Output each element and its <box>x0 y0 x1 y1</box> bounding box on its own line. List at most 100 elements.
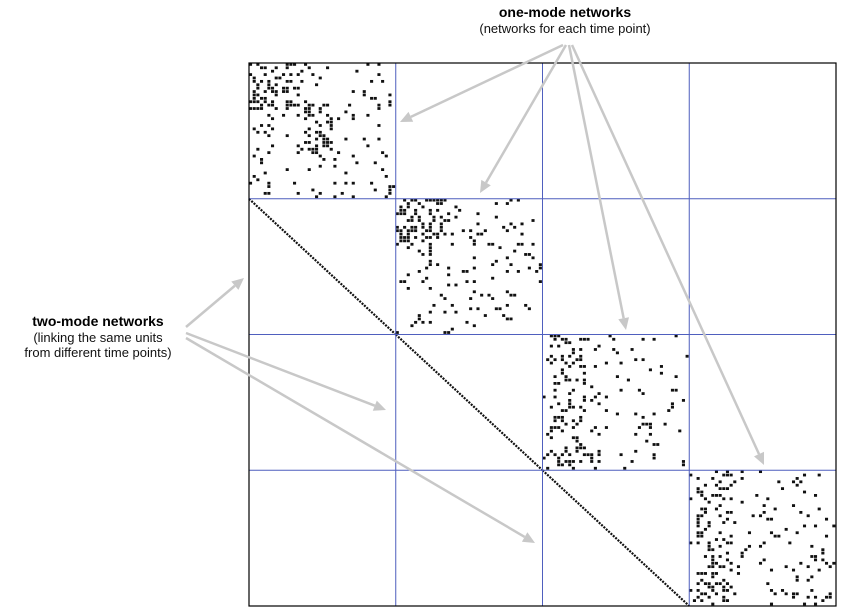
tie-cell <box>586 453 590 457</box>
tie-cell <box>274 107 278 110</box>
tie-cell <box>553 334 557 338</box>
tie-cell <box>252 100 256 104</box>
tie-cell <box>758 561 763 565</box>
tie-cell <box>395 331 399 334</box>
tie-cell <box>465 270 469 273</box>
tie-cell <box>344 137 348 141</box>
tie-cell <box>663 422 667 426</box>
tie-cell <box>733 521 737 524</box>
tie-cell <box>326 66 330 70</box>
tie-cell <box>285 66 289 70</box>
tie-cell <box>315 137 319 141</box>
tie-cell <box>271 127 275 131</box>
tie-cell <box>674 375 678 379</box>
tie-cell <box>469 297 473 300</box>
tie-cell <box>476 222 480 226</box>
tie-cell <box>799 561 803 565</box>
tie-cell <box>494 202 498 205</box>
tie-cell <box>252 174 256 178</box>
tie-cell <box>260 103 264 107</box>
tie-cell <box>256 178 260 182</box>
tie-cell <box>575 446 579 450</box>
tie-cell <box>645 439 649 443</box>
tie-cell <box>505 317 509 321</box>
tie-cell <box>410 215 414 219</box>
tie-cell <box>322 141 326 144</box>
tie-cell <box>557 415 561 419</box>
tie-cell <box>714 494 718 497</box>
tie-cell <box>714 507 718 511</box>
tie-cell <box>271 144 275 148</box>
tie-cell <box>593 365 597 368</box>
tie-cell <box>263 73 267 76</box>
tie-cell <box>799 480 803 484</box>
tie-cell <box>703 507 707 511</box>
tie-cell <box>634 432 638 436</box>
tie-cell <box>722 497 726 501</box>
tie-cell <box>516 270 520 273</box>
tie-cell <box>249 107 253 110</box>
tie-cell <box>597 453 601 457</box>
tie-cell <box>549 354 553 358</box>
tie-cell <box>549 344 553 348</box>
tie-cell <box>340 191 344 195</box>
tie-cell <box>399 229 403 233</box>
tie-cell <box>813 494 818 497</box>
matrix-frame <box>248 62 837 607</box>
tie-cell <box>707 500 711 504</box>
tie-cell <box>769 568 774 572</box>
tie-cell <box>406 229 410 233</box>
tie-cell <box>388 188 392 192</box>
tie-cell <box>571 351 575 355</box>
tie-cell <box>505 303 509 307</box>
tie-cell <box>722 585 726 589</box>
tie-cell <box>784 592 788 596</box>
tie-cell <box>318 134 322 138</box>
tie-cell <box>256 107 260 110</box>
tie-cell <box>296 144 300 148</box>
tie-cell <box>685 354 689 358</box>
tie-cell <box>491 276 495 280</box>
tie-cell <box>260 161 264 165</box>
tie-cell <box>571 460 575 463</box>
tie-cell <box>696 582 700 586</box>
tie-cell <box>267 113 271 117</box>
tie-cell <box>399 208 403 212</box>
tie-cell <box>729 568 733 572</box>
one-mode-block-t4 <box>689 470 836 606</box>
tie-cell <box>725 541 730 545</box>
tie-cell <box>351 154 355 158</box>
tie-cell <box>582 365 586 368</box>
tie-cell <box>689 473 693 477</box>
two-mode-arrow-2 <box>185 331 386 411</box>
tie-cell <box>652 453 656 457</box>
tie-cell <box>670 388 674 392</box>
tie-cell <box>509 317 513 321</box>
tie-cell <box>432 219 436 222</box>
tie-cell <box>652 456 656 460</box>
tie-cell <box>388 93 392 97</box>
tie-cell <box>832 524 836 528</box>
tie-cell <box>813 524 818 528</box>
tie-cell <box>472 242 476 246</box>
tie-cell <box>542 395 546 399</box>
tie-cell <box>696 531 700 535</box>
tie-cell <box>718 504 722 507</box>
tie-cell <box>711 565 715 569</box>
annotation-arrows <box>185 43 764 543</box>
tie-cell <box>421 253 425 256</box>
tie-cell <box>549 426 553 429</box>
tie-cell <box>582 409 586 412</box>
tie-cell <box>421 205 425 209</box>
tie-cell <box>575 436 579 440</box>
tie-cell <box>725 473 730 477</box>
tie-cell <box>304 130 308 134</box>
tie-cell <box>612 348 616 351</box>
tie-cell <box>260 79 264 83</box>
tie-cell <box>351 113 355 117</box>
tie-cell <box>505 290 509 294</box>
tie-cell <box>722 578 726 582</box>
tie-cell <box>560 371 564 375</box>
tie-cell <box>370 79 374 83</box>
tie-cell <box>791 592 796 596</box>
